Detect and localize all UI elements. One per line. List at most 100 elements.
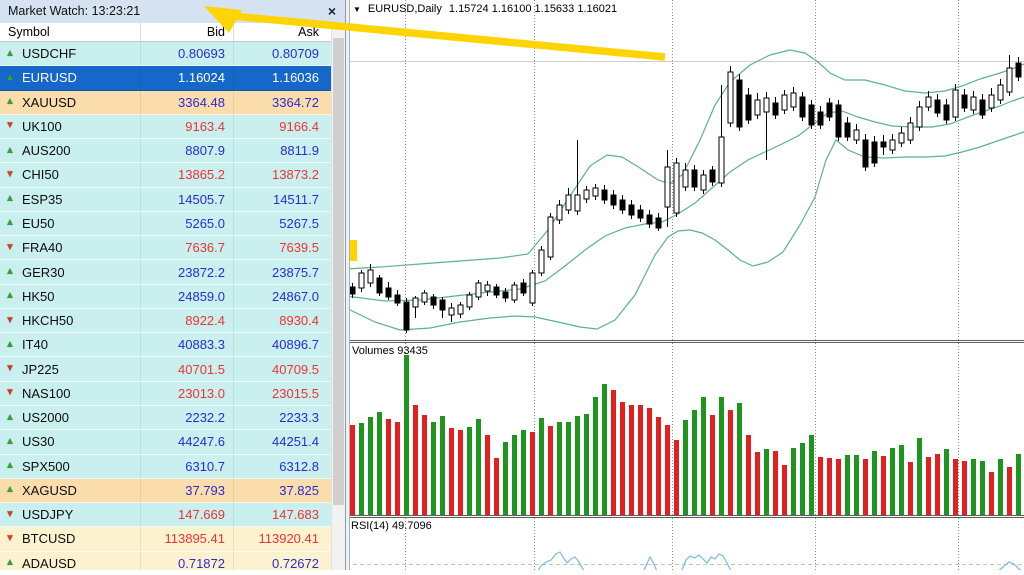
bid-value: 1.16024 <box>140 66 233 90</box>
rsi-pane[interactable]: RSI(14) 49.7096 <box>346 518 1024 570</box>
watchlist-row[interactable]: ▼ HKCH50 8922.4 8930.4 <box>0 308 331 334</box>
symbol-label: US2000 <box>22 410 69 426</box>
pane-separator[interactable] <box>346 515 1024 518</box>
bid-value: 147.669 <box>140 503 233 527</box>
watchlist-row[interactable]: ▲ EURUSD 1.16024 1.16036 <box>0 66 331 91</box>
column-header-bid[interactable]: Bid <box>140 23 233 41</box>
symbol-label: XAUUSD <box>22 94 77 110</box>
trend-up-arrow-icon: ▲ <box>5 484 15 496</box>
ask-value: 14511.7 <box>233 187 331 211</box>
symbol-label: ESP35 <box>22 191 63 207</box>
bid-value: 13865.2 <box>140 163 233 187</box>
watchlist-row[interactable]: ▲ AUS200 8807.9 8811.9 <box>0 139 331 164</box>
scrollbar-track[interactable] <box>331 23 345 570</box>
trend-down-arrow-icon: ▼ <box>5 314 15 326</box>
trend-up-arrow-icon: ▲ <box>5 193 15 205</box>
bid-value: 24859.0 <box>140 284 233 308</box>
symbol-label: US30 <box>22 434 55 450</box>
symbol-label: USDJPY <box>22 507 74 523</box>
scrollbar-thumb[interactable] <box>333 38 344 505</box>
ask-value: 5267.5 <box>233 211 331 236</box>
ask-value: 0.72672 <box>233 551 331 570</box>
symbol-label: IT40 <box>22 337 49 353</box>
watchlist-row[interactable]: ▼ BTCUSD 113895.41 113920.41 <box>0 527 331 552</box>
symbol-label: CHI50 <box>22 167 59 183</box>
symbol-label: JP225 <box>22 361 59 377</box>
watchlist-row[interactable]: ▲ ADAUSD 0.71872 0.72672 <box>0 551 331 570</box>
trend-up-arrow-icon: ▲ <box>5 338 15 350</box>
ask-value: 9166.4 <box>233 114 331 139</box>
symbol-label: EURUSD <box>22 70 77 86</box>
volumes-pane[interactable]: Volumes 93435 <box>346 343 1024 515</box>
column-header-ask[interactable]: Ask <box>233 23 331 41</box>
watchlist-row[interactable]: ▲ ESP35 14505.7 14511.7 <box>0 187 331 212</box>
price-chart-pane[interactable]: ▼ EURUSD,Daily 1.15724 1.16100 1.15633 1… <box>346 0 1024 340</box>
chevron-down-icon[interactable]: ▼ <box>353 4 361 14</box>
watchlist-row[interactable]: ▼ FRA40 7636.7 7639.5 <box>0 236 331 261</box>
trend-down-arrow-icon: ▼ <box>5 363 15 375</box>
watchlist-row[interactable]: ▲ IT40 40883.3 40896.7 <box>0 333 331 358</box>
watchlist-row[interactable]: ▲ XAGUSD 37.793 37.825 <box>0 478 331 504</box>
ask-value: 8930.4 <box>233 308 331 333</box>
watchlist-row[interactable]: ▲ USDCHF 0.80693 0.80709 <box>0 42 331 67</box>
watchlist-row[interactable]: ▼ UK100 9163.4 9166.4 <box>0 114 331 140</box>
ask-value: 23875.7 <box>233 260 331 284</box>
volumes-label: Volumes 93435 <box>352 345 428 357</box>
trend-up-arrow-icon: ▲ <box>5 411 15 423</box>
market-watch-panel: Market Watch: 13:23:21 × Symbol Bid Ask … <box>0 0 345 570</box>
bid-value: 3364.48 <box>140 90 233 114</box>
ask-value: 113920.41 <box>233 527 331 551</box>
bid-value: 40701.5 <box>140 357 233 381</box>
watchlist-header-row: Symbol Bid Ask <box>0 23 345 42</box>
panel-splitter[interactable] <box>345 0 350 570</box>
bid-value: 23872.2 <box>140 260 233 284</box>
symbol-label: FRA40 <box>22 240 63 256</box>
watchlist-row[interactable]: ▲ XAUUSD 3364.48 3364.72 <box>0 90 331 115</box>
chart-header: ▼ EURUSD,Daily 1.15724 1.16100 1.15633 1… <box>353 3 617 15</box>
watchlist-row[interactable]: ▲ EU50 5265.0 5267.5 <box>0 211 331 237</box>
bid-value: 44247.6 <box>140 430 233 454</box>
trend-up-arrow-icon: ▲ <box>5 557 15 569</box>
watchlist-row[interactable]: ▼ NAS100 23013.0 23015.5 <box>0 381 331 406</box>
ask-value: 40896.7 <box>233 333 331 357</box>
trend-up-arrow-icon: ▲ <box>5 144 15 156</box>
watchlist-row[interactable]: ▲ US30 44247.6 44251.4 <box>0 430 331 455</box>
bid-value: 9163.4 <box>140 114 233 139</box>
bid-value: 5265.0 <box>140 211 233 236</box>
trend-up-arrow-icon: ▲ <box>5 96 15 108</box>
watchlist-rows: ▲ USDCHF 0.80693 0.80709 ▲ EURUSD 1.16024 1.160… <box>0 42 331 570</box>
ask-value: 40709.5 <box>233 357 331 381</box>
watchlist-row[interactable]: ▼ JP225 40701.5 40709.5 <box>0 357 331 382</box>
symbol-label: EU50 <box>22 215 55 231</box>
ask-value: 1.16036 <box>233 66 331 90</box>
market-watch-title: Market Watch: 13:23:21 <box>8 4 141 18</box>
watchlist-row[interactable]: ▼ CHI50 13865.2 13873.2 <box>0 163 331 188</box>
watchlist-row[interactable]: ▼ USDJPY 147.669 147.683 <box>0 503 331 528</box>
symbol-label: UK100 <box>22 118 62 134</box>
watchlist-row[interactable]: ▲ HK50 24859.0 24867.0 <box>0 284 331 309</box>
watchlist-row[interactable]: ▲ US2000 2232.2 2233.3 <box>0 405 331 431</box>
ask-value: 44251.4 <box>233 430 331 454</box>
volume-canvas <box>350 343 1021 515</box>
trend-down-arrow-icon: ▼ <box>5 387 15 399</box>
watchlist-row[interactable]: ▲ SPX500 6310.7 6312.8 <box>0 454 331 479</box>
ask-value: 7639.5 <box>233 236 331 260</box>
ask-value: 8811.9 <box>233 139 331 163</box>
symbol-label: GER30 <box>22 264 65 280</box>
pane-separator[interactable] <box>346 340 1024 343</box>
close-icon[interactable]: × <box>327 3 337 19</box>
symbol-label: XAGUSD <box>22 482 77 498</box>
ask-value: 2233.3 <box>233 405 331 430</box>
watchlist-row[interactable]: ▲ GER30 23872.2 23875.7 <box>0 260 331 285</box>
market-watch-titlebar[interactable]: Market Watch: 13:23:21 × <box>0 0 345 24</box>
rsi-label: RSI(14) 49.7096 <box>351 520 432 532</box>
bid-value: 37.793 <box>140 478 233 503</box>
column-header-symbol[interactable]: Symbol <box>8 25 50 39</box>
bid-value: 7636.7 <box>140 236 233 260</box>
trend-down-arrow-icon: ▼ <box>5 120 15 132</box>
ask-value: 6312.8 <box>233 454 331 478</box>
trend-down-arrow-icon: ▼ <box>5 532 15 544</box>
trend-up-arrow-icon: ▲ <box>5 71 15 83</box>
trend-down-arrow-icon: ▼ <box>5 168 15 180</box>
ask-value: 37.825 <box>233 478 331 503</box>
